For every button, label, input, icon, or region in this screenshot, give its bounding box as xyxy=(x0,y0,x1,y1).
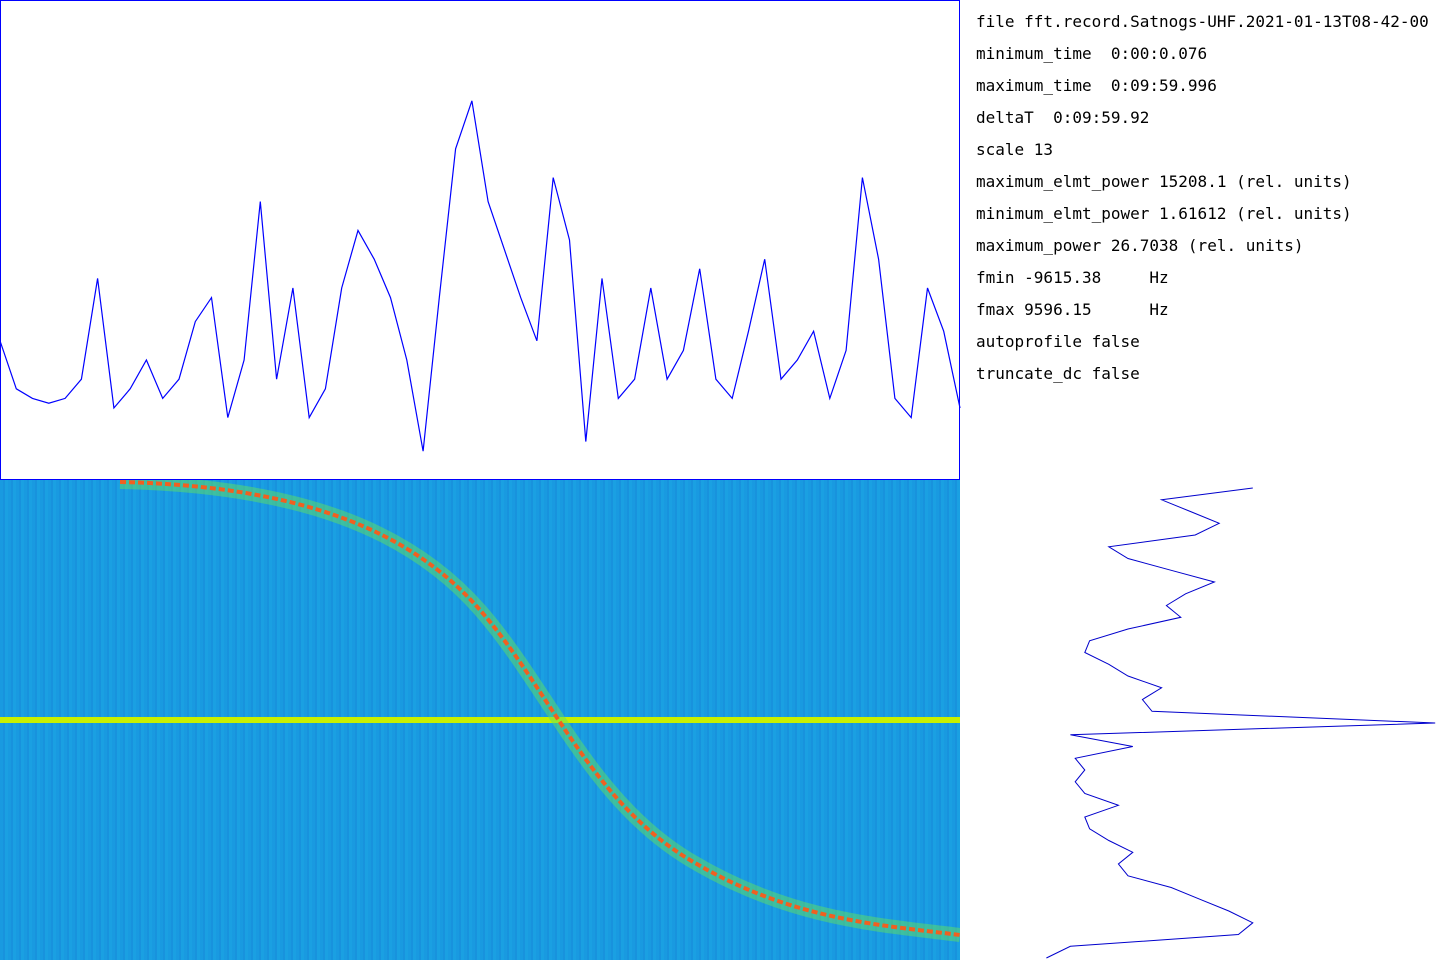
info-panel: file fft.record.Satnogs-UHF.2021-01-13T0… xyxy=(976,8,1440,392)
info-line: truncate_dc false xyxy=(976,364,1140,383)
info-line: deltaT 0:09:59.92 xyxy=(976,108,1150,127)
info-line: minimum_time 0:00:0.076 xyxy=(976,44,1208,63)
info-line: file fft.record.Satnogs-UHF.2021-01-13T0… xyxy=(976,12,1429,31)
signal-trace xyxy=(119,480,960,937)
info-line: maximum_time 0:09:59.996 xyxy=(976,76,1217,95)
info-line: fmax 9596.15 Hz xyxy=(976,300,1169,319)
time-profile-line xyxy=(1046,487,1436,959)
spectrum-frame xyxy=(0,0,960,480)
spectrum-line xyxy=(0,100,961,452)
info-line: maximum_elmt_power 15208.1 (rel. units) xyxy=(976,172,1352,191)
info-line: scale 13 xyxy=(976,140,1054,159)
dc-line xyxy=(0,717,960,723)
info-line: maximum_power 26.7038 (rel. units) xyxy=(976,236,1304,255)
info-line: minimum_elmt_power 1.61612 (rel. units) xyxy=(976,204,1352,223)
waterfall xyxy=(0,480,960,960)
info-line: fmin -9615.38 Hz xyxy=(976,268,1169,287)
waterfall-overlay xyxy=(0,480,960,960)
info-line: autoprofile false xyxy=(976,332,1140,351)
